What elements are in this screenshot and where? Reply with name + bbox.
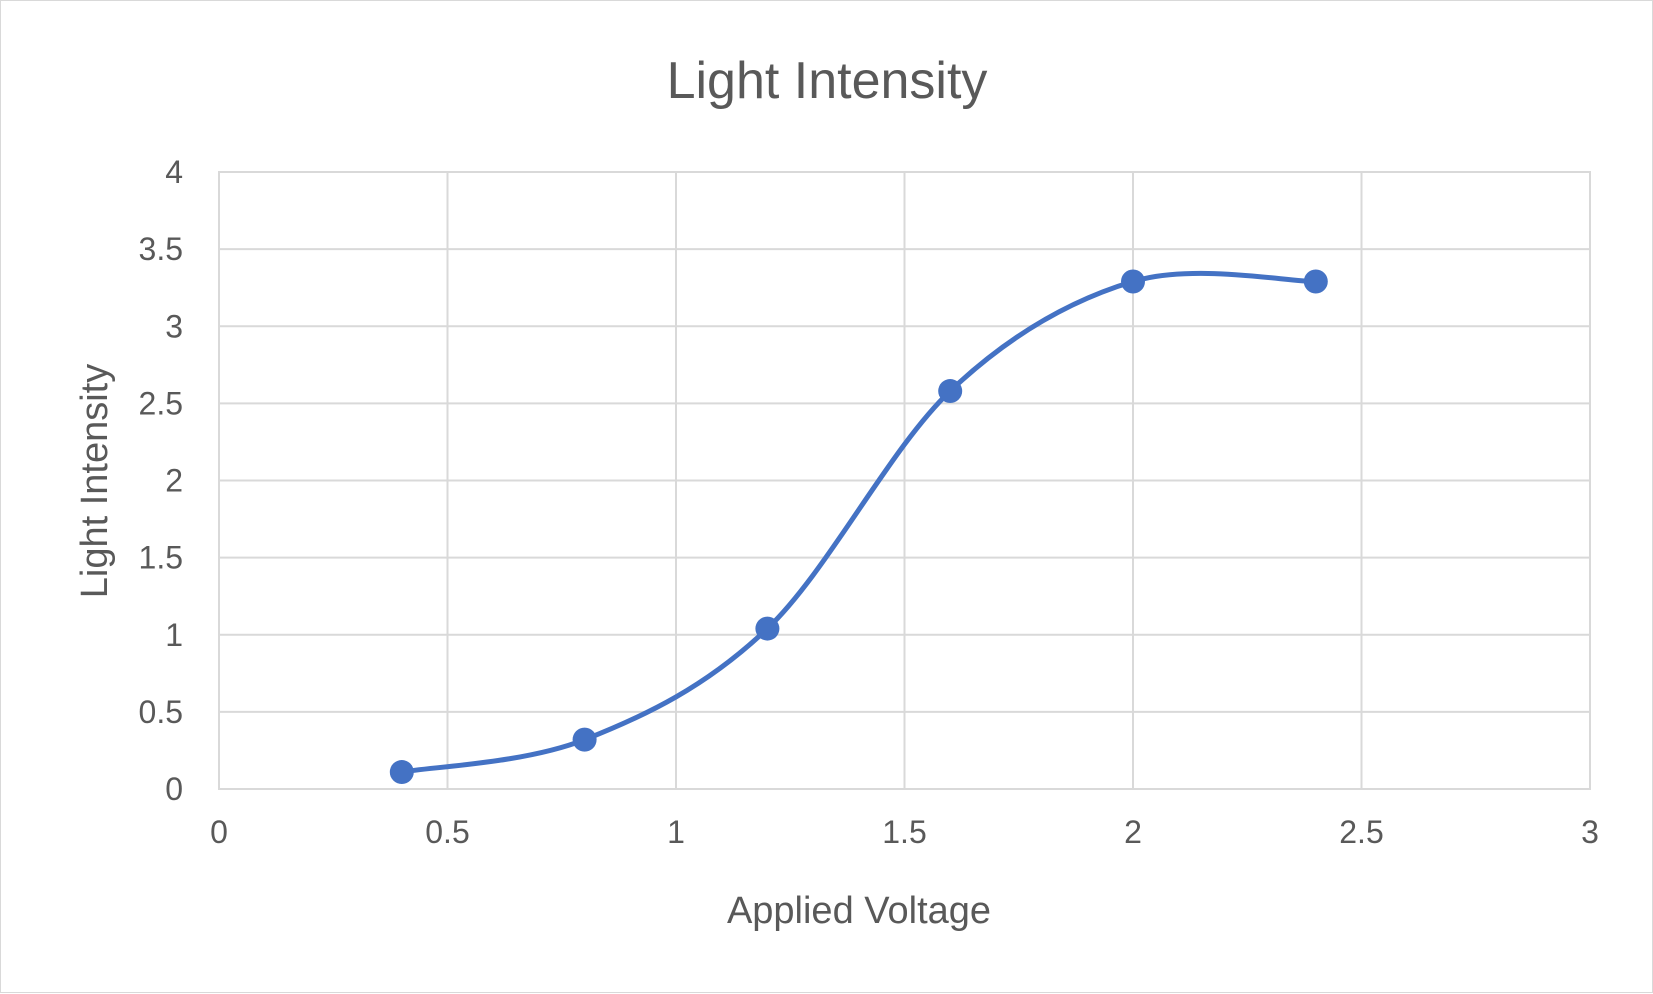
y-tick-label: 3.5 <box>139 231 183 267</box>
x-tick-label: 1 <box>667 814 685 850</box>
data-point <box>755 616 780 641</box>
chart-title: Light Intensity <box>667 52 988 110</box>
data-point <box>389 760 414 785</box>
series-line <box>399 270 1319 775</box>
y-tick-label: 3 <box>165 308 183 344</box>
y-tick-label: 0.5 <box>139 694 183 730</box>
plot-area-border <box>218 171 1591 790</box>
x-tick-label: 1.5 <box>882 814 926 850</box>
y-tick-label: 2 <box>165 463 183 499</box>
y-tick-label: 1.5 <box>139 540 183 576</box>
y-tick-label: 0 <box>165 771 183 807</box>
data-point <box>1121 269 1145 294</box>
y-tick-label: 4 <box>165 154 183 190</box>
y-axis-title: Light Intensity <box>74 364 116 598</box>
x-tick-label: 2 <box>1124 814 1142 850</box>
data-points <box>389 269 1328 785</box>
gridlines <box>218 171 1591 790</box>
y-tick-label: 1 <box>165 617 183 653</box>
x-tick-label: 3 <box>1581 814 1599 850</box>
data-point <box>1303 269 1328 294</box>
x-axis-ticks: 0 0.5 1 1.5 2 2.5 3 <box>210 814 1599 850</box>
y-tick-label: 2.5 <box>139 385 183 421</box>
x-tick-label: 2.5 <box>1339 814 1383 850</box>
y-axis-ticks: 0 0.5 1 1.5 2 2.5 3 3.5 4 <box>139 154 183 807</box>
data-point <box>938 379 963 404</box>
x-tick-label: 0 <box>210 814 228 850</box>
x-axis-title: Applied Voltage <box>727 890 991 932</box>
data-point <box>572 727 597 752</box>
x-tick-label: 0.5 <box>425 814 469 850</box>
